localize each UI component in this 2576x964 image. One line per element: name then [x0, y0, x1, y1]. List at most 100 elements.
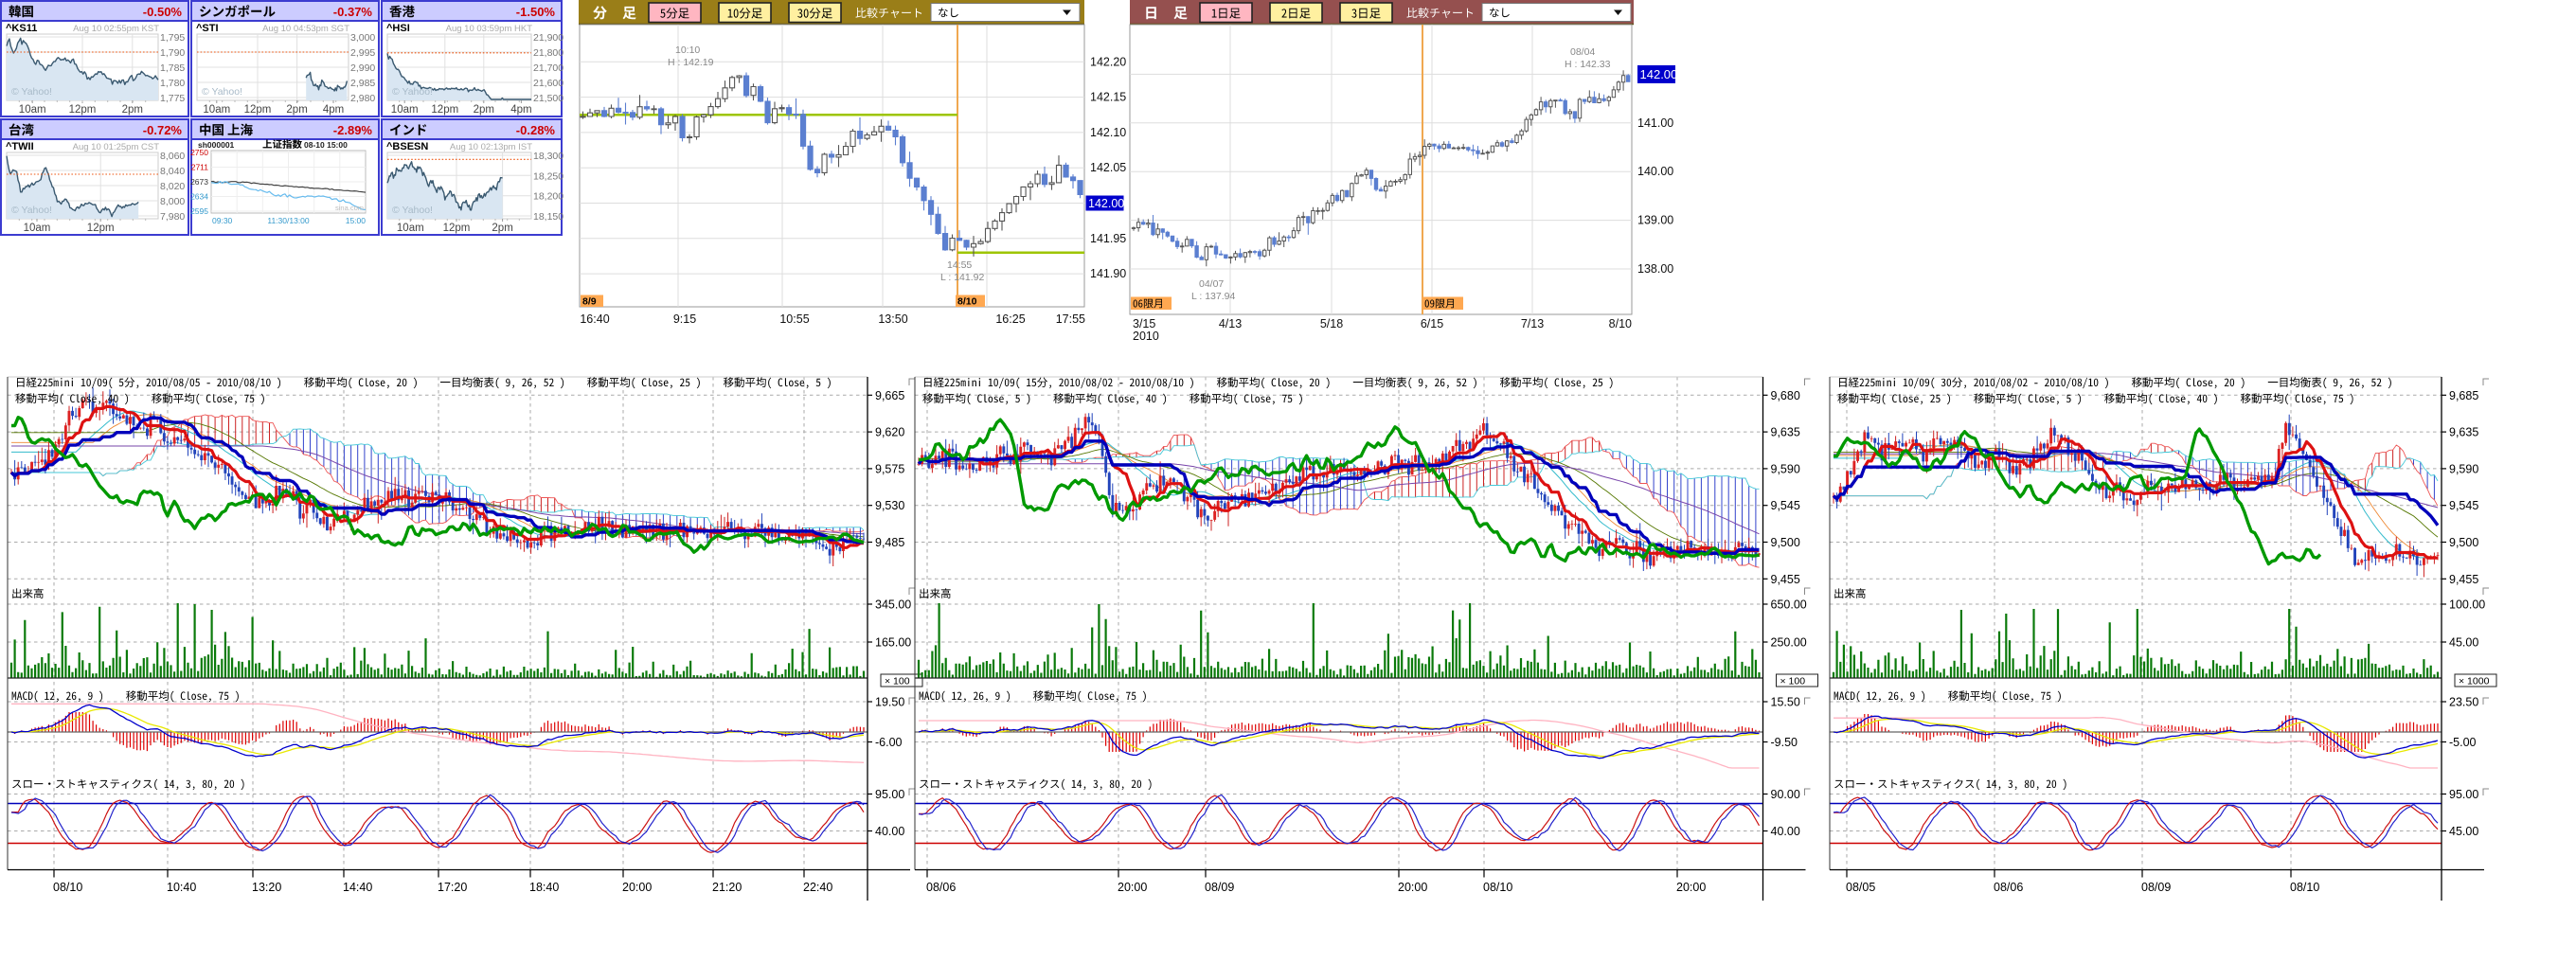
svg-text:10:10: 10:10 [675, 45, 700, 56]
svg-text:9,685: 9,685 [2449, 389, 2478, 402]
svg-text:139.00: 139.00 [1637, 214, 1673, 227]
svg-text:13:50: 13:50 [878, 312, 907, 326]
svg-text:17:55: 17:55 [1056, 312, 1085, 326]
svg-text:95.00: 95.00 [875, 788, 904, 801]
svg-text:10:40: 10:40 [167, 881, 196, 894]
svg-text:13:20: 13:20 [252, 881, 281, 894]
svg-text:7,980: 7,980 [160, 211, 185, 223]
svg-text:18,150: 18,150 [533, 211, 564, 223]
svg-text:9,455: 9,455 [2449, 573, 2478, 586]
svg-text:22:40: 22:40 [803, 881, 832, 894]
svg-text:2634: 2634 [190, 192, 208, 202]
svg-text:1,780: 1,780 [160, 78, 185, 89]
svg-text:08/10: 08/10 [2290, 881, 2319, 894]
svg-text:2010: 2010 [1133, 330, 1159, 343]
svg-text:345.00: 345.00 [875, 598, 911, 612]
svg-text:6/15: 6/15 [1421, 317, 1443, 330]
svg-text:90.00: 90.00 [1771, 788, 1800, 801]
svg-text:-6.00: -6.00 [875, 736, 903, 749]
svg-text:© Yahoo!: © Yahoo! [392, 205, 433, 216]
svg-text:7/13: 7/13 [1521, 317, 1544, 330]
svg-text:21,500: 21,500 [533, 93, 564, 104]
svg-text:100.00: 100.00 [2449, 598, 2485, 612]
svg-text:2pm: 2pm [492, 223, 512, 234]
svg-text:17:20: 17:20 [438, 881, 467, 894]
svg-text:19.50: 19.50 [875, 696, 904, 709]
svg-text:9:15: 9:15 [673, 312, 696, 326]
svg-text:1,785: 1,785 [160, 62, 185, 74]
svg-text:9,485: 9,485 [875, 536, 904, 549]
svg-text:08/09: 08/09 [2141, 881, 2171, 894]
svg-text:14:55: 14:55 [947, 259, 972, 271]
svg-text:142.00: 142.00 [1088, 197, 1124, 210]
svg-text:Aug 10 03:59pm HKT: Aug 10 03:59pm HKT [446, 24, 533, 34]
svg-text:40.00: 40.00 [1771, 825, 1800, 838]
svg-text:8/10: 8/10 [957, 296, 977, 308]
svg-text:18:40: 18:40 [529, 881, 559, 894]
svg-text:10am: 10am [19, 104, 46, 116]
svg-text:18,200: 18,200 [533, 191, 564, 203]
svg-text:8/10: 8/10 [1609, 317, 1632, 330]
svg-text:2pm: 2pm [122, 104, 143, 116]
svg-text:08/06: 08/06 [1994, 881, 2023, 894]
svg-text:8,000: 8,000 [160, 196, 185, 207]
svg-text:12pm: 12pm [87, 223, 115, 234]
svg-text:9,500: 9,500 [1771, 536, 1800, 549]
svg-text:165.00: 165.00 [875, 636, 911, 650]
svg-text:12pm: 12pm [443, 223, 471, 234]
svg-text:142.15: 142.15 [1090, 91, 1126, 104]
svg-text:L : 141.92: L : 141.92 [940, 272, 984, 283]
svg-text:^HSI: ^HSI [386, 23, 410, 34]
svg-text:18,250: 18,250 [533, 170, 564, 182]
svg-text:-0.72%: -0.72% [143, 123, 183, 137]
svg-text:© Yahoo!: © Yahoo! [202, 86, 242, 98]
svg-text:2750: 2750 [190, 148, 208, 157]
svg-text:18,300: 18,300 [533, 151, 564, 162]
svg-text:21:20: 21:20 [712, 881, 742, 894]
svg-text:12pm: 12pm [244, 104, 272, 116]
svg-text:2595: 2595 [190, 206, 208, 216]
svg-text:23.50: 23.50 [2449, 696, 2478, 709]
svg-text:10am: 10am [203, 104, 230, 116]
svg-text:15.50: 15.50 [1771, 696, 1800, 709]
svg-text:21,700: 21,700 [533, 62, 564, 74]
svg-text:4/13: 4/13 [1219, 317, 1242, 330]
svg-text:11:30/13:00: 11:30/13:00 [267, 216, 310, 225]
svg-text:08/05: 08/05 [1846, 881, 1875, 894]
svg-text:9,500: 9,500 [2449, 536, 2478, 549]
svg-text:^TWII: ^TWII [6, 141, 34, 152]
svg-text:× 100: × 100 [1780, 676, 1806, 687]
svg-text:2,980: 2,980 [350, 93, 375, 104]
svg-text:20:00: 20:00 [1676, 881, 1706, 894]
svg-text:95.00: 95.00 [2449, 788, 2478, 801]
svg-text:× 1000: × 1000 [2459, 676, 2490, 687]
svg-text:14:40: 14:40 [343, 881, 372, 894]
svg-text:9,620: 9,620 [875, 426, 904, 439]
svg-text:140.00: 140.00 [1637, 165, 1673, 178]
svg-text:9,530: 9,530 [875, 499, 904, 512]
svg-text:16:40: 16:40 [580, 312, 609, 326]
svg-text:2pm: 2pm [474, 104, 494, 116]
svg-text:© Yahoo!: © Yahoo! [11, 86, 52, 98]
svg-text:4pm: 4pm [323, 104, 344, 116]
svg-text:16:25: 16:25 [995, 312, 1025, 326]
svg-text:5/18: 5/18 [1320, 317, 1343, 330]
svg-text:8,060: 8,060 [160, 151, 185, 162]
svg-text:Aug 10 01:25pm CST: Aug 10 01:25pm CST [73, 142, 160, 152]
svg-text:Aug 10 02:55pm KST: Aug 10 02:55pm KST [73, 24, 159, 34]
svg-text:141.95: 141.95 [1090, 232, 1126, 245]
svg-text:-2.89%: -2.89% [333, 123, 373, 137]
svg-text:08-10 15:00: 08-10 15:00 [304, 140, 348, 150]
svg-text:-5.00: -5.00 [2449, 736, 2477, 749]
svg-text:© Yahoo!: © Yahoo! [392, 86, 433, 98]
svg-text:Aug 10 04:53pm SGT: Aug 10 04:53pm SGT [262, 24, 349, 34]
svg-text:12pm: 12pm [431, 104, 458, 116]
svg-text:9,545: 9,545 [2449, 499, 2478, 512]
svg-text:1,795: 1,795 [160, 32, 185, 44]
svg-text:-0.37%: -0.37% [333, 5, 373, 19]
svg-text:2,990: 2,990 [350, 62, 375, 74]
svg-text:21,600: 21,600 [533, 78, 564, 89]
svg-text:08/04: 08/04 [1570, 46, 1595, 58]
svg-text:^KS11: ^KS11 [6, 23, 37, 34]
svg-text:10am: 10am [391, 104, 419, 116]
